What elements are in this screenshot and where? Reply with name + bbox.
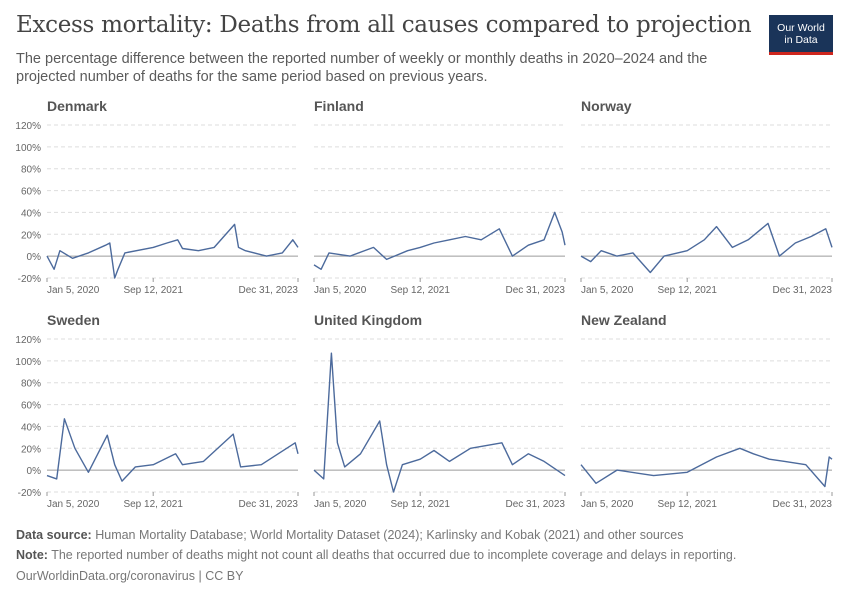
note-line: Note: The reported number of deaths migh… [16,548,736,562]
data-source-text[interactable]: Human Mortality Database; World Mortalit… [95,528,684,542]
x-tick-label: Dec 31, 2023 [239,499,299,510]
x-tick-label: Sep 12, 2021 [390,499,450,510]
x-tick-label: Dec 31, 2023 [773,285,833,296]
x-tick-label: Sep 12, 2021 [123,499,183,510]
x-tick-label: Jan 5, 2020 [47,499,100,510]
chart-title: Excess mortality: Deaths from all causes… [16,12,752,38]
x-tick-label: Jan 5, 2020 [314,499,367,510]
logo-line-2: in Data [784,33,818,46]
logo-line-1: Our World [777,21,825,34]
series-line-finland [313,211,566,270]
x-tick-label: Sep 12, 2021 [123,285,183,296]
y-tick-label: 60% [21,187,41,198]
y-tick-label: 100% [15,143,41,154]
series-line-norway [580,222,833,274]
y-tick-label: 40% [21,208,41,219]
panel-title: Norway [581,98,632,114]
panel-finland: Finland Jan 5, 2020 Sep 12, 2021 Dec 31, 20… [313,98,566,296]
y-tick-label: 100% [15,357,41,368]
panel-title: Denmark [47,98,107,114]
note-label: Note: [16,548,48,562]
y-tick-label: -20% [18,488,41,499]
series-line-united-kingdom [313,352,566,493]
x-tick-label: Dec 31, 2023 [773,499,833,510]
x-tick-label: Jan 5, 2020 [581,499,634,510]
license-line[interactable]: OurWorldinData.org/coronavirus | CC BY [16,569,244,583]
x-tick-label: Jan 5, 2020 [314,285,367,296]
y-tick-label: 80% [21,379,41,390]
panel-united-kingdom: United Kingdom Jan 5, 2020 Sep 12, 2021 Dec… [313,312,566,510]
data-source-line: Data source: Human Mortality Database; W… [16,528,683,542]
panel-title: Finland [314,98,364,114]
panel-sweden: Sweden -20% 0% 20% 40% 60% 80% 100% 120% Jan 5, 2… [15,312,299,510]
y-tick-label: 0% [27,252,42,263]
y-tick-label: -20% [18,274,41,285]
owid-logo[interactable]: Our World in Data [769,15,833,55]
x-tick-label: Dec 31, 2023 [506,285,566,296]
y-tick-label: 20% [21,230,41,241]
series-line-sweden [46,418,299,482]
data-source-label: Data source: [16,528,92,542]
y-tick-label: 0% [27,466,42,477]
x-tick-label: Sep 12, 2021 [390,285,450,296]
series-line-new-zealand [580,447,833,488]
panel-title: Sweden [47,312,100,328]
x-tick-label: Sep 12, 2021 [657,499,717,510]
x-tick-label: Jan 5, 2020 [47,285,100,296]
y-tick-label: 20% [21,444,41,455]
y-tick-label: 40% [21,422,41,433]
y-tick-label: 80% [21,165,41,176]
chart-subtitle: The percentage difference between the re… [16,51,708,85]
y-tick-label: 60% [21,401,41,412]
y-tick-label: 120% [15,335,41,346]
panel-norway: Norway Jan 5, 2020 Sep 12, 2021 Dec 31, 202… [580,98,833,296]
panel-title: New Zealand [581,312,667,328]
panel-title: United Kingdom [314,312,422,328]
panel-new-zealand: New Zealand Jan 5, 2020 Sep 12, 2021 Dec 31… [580,312,833,510]
x-tick-label: Jan 5, 2020 [581,285,634,296]
y-tick-label: 120% [15,121,41,132]
x-tick-label: Sep 12, 2021 [657,285,717,296]
panel-denmark: Denmark -20% 0% 20% 40% 60% 80% 100% 120% Jan 5, … [15,98,299,296]
x-tick-label: Dec 31, 2023 [506,499,566,510]
x-tick-label: Dec 31, 2023 [239,285,299,296]
note-text: The reported number of deaths might not … [51,548,737,562]
series-line-denmark [46,223,299,279]
